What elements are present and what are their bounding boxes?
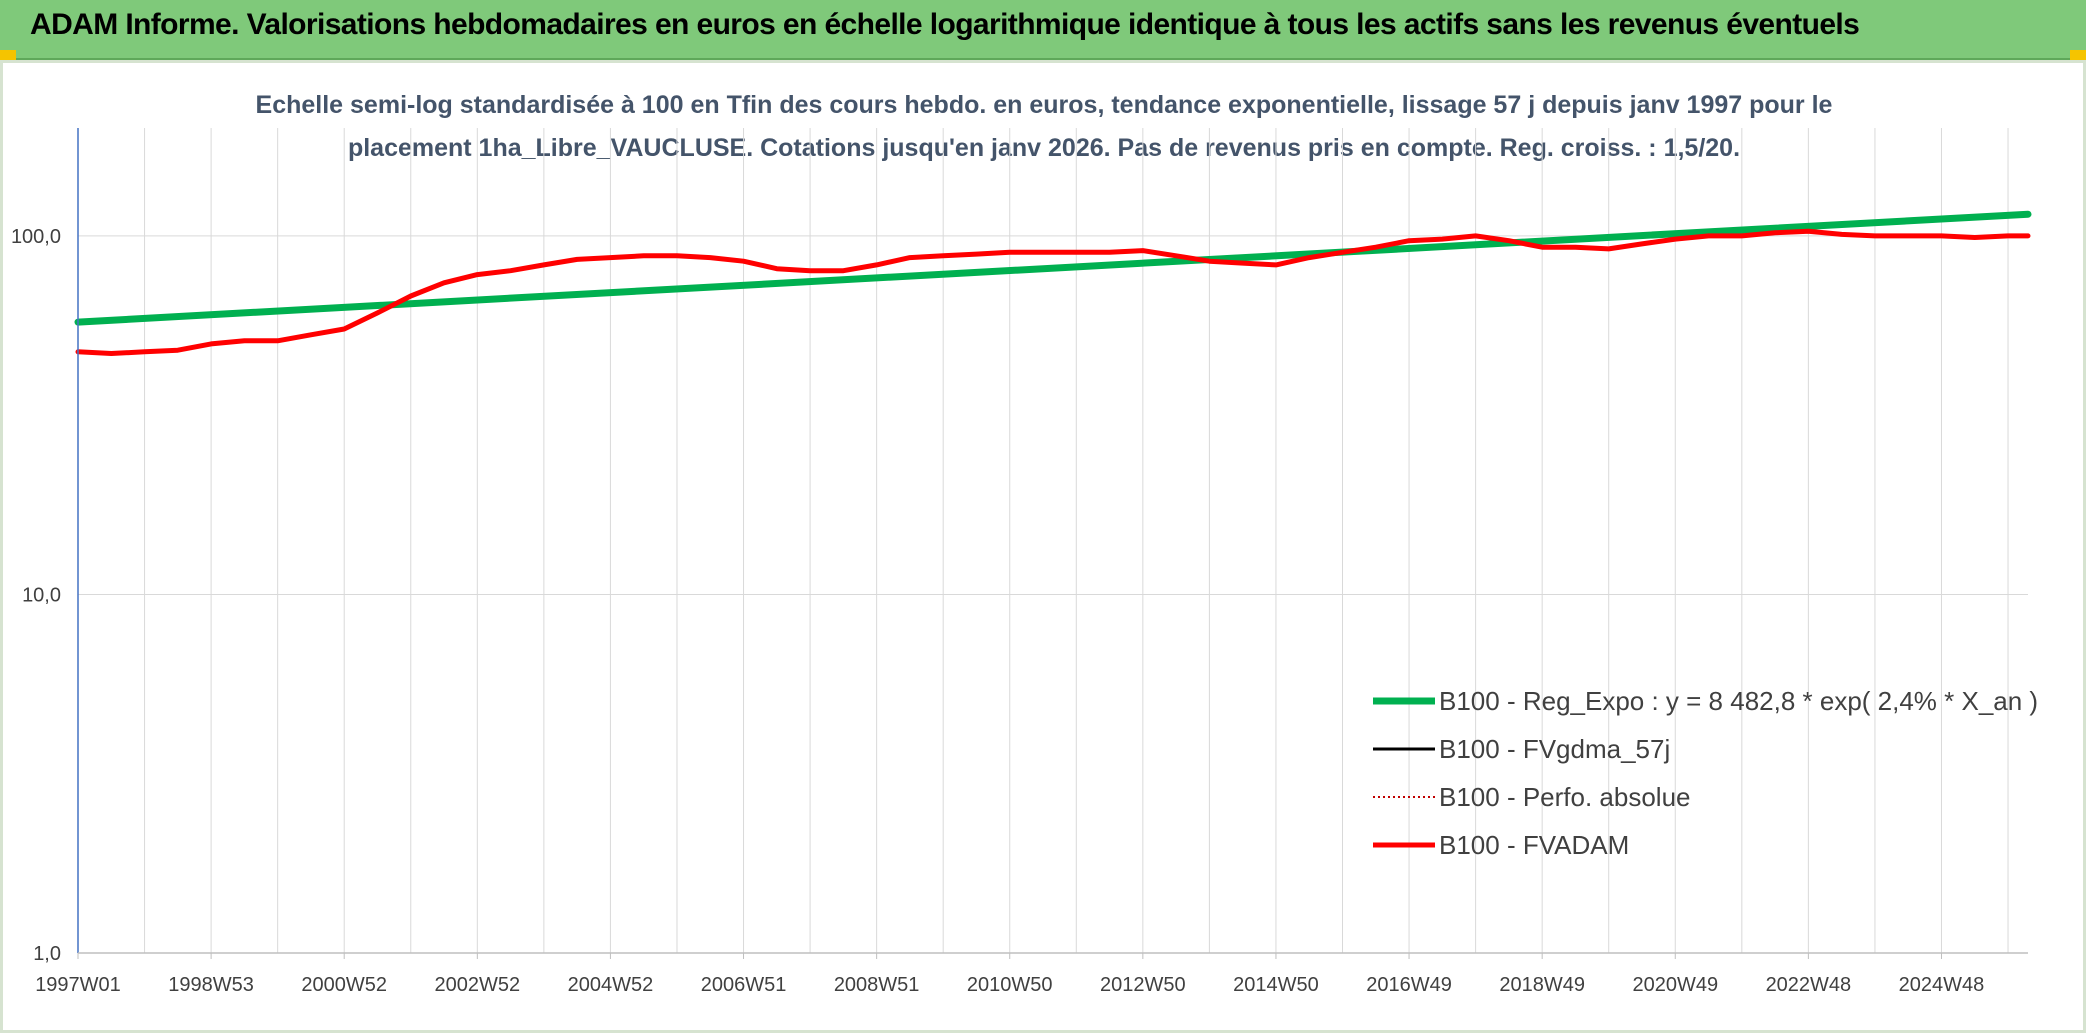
x-tick-label: 2008W51: [834, 974, 920, 996]
axes: 100,0 10,0 1,0 1997W01 1998W53 2000W52 2002W52…: [11, 128, 2028, 996]
corner-accent-left: [0, 50, 16, 60]
x-tick-label: 2024W48: [1899, 974, 1985, 996]
fvadam-line: [75, 228, 2031, 356]
legend-entry-reg-expo: B100 - Reg_Expo : y = 8 482,8 * exp( 2,4…: [1439, 686, 2038, 716]
reg-expo-line: [74, 210, 2032, 326]
gridlines: [77, 128, 2028, 954]
chart: Echelle semi-log standardisée à 100 en T…: [11, 91, 2038, 996]
corner-accent-right: [2070, 50, 2086, 60]
x-tick-label: 2016W49: [1366, 974, 1452, 996]
y-tick-label: 100,0: [11, 226, 61, 248]
report-title: ADAM Informe. Valorisations hebdomadaire…: [30, 8, 1860, 41]
y-tick-label: 1,0: [33, 943, 61, 965]
x-tick-label: 2018W49: [1499, 974, 1585, 996]
legend: B100 - Reg_Expo : y = 8 482,8 * exp( 2,4…: [1373, 686, 2038, 860]
x-tick-label: 2014W50: [1233, 974, 1319, 996]
x-tick-label: 2012W50: [1100, 974, 1186, 996]
x-tick-label: 2004W52: [568, 974, 654, 996]
legend-entry-fvgdma: B100 - FVgdma_57j: [1439, 734, 1670, 764]
chart-subtitle-line-1: Echelle semi-log standardisée à 100 en T…: [256, 91, 1833, 119]
x-tick-label: 1997W01: [35, 974, 121, 996]
x-tick-label: 2010W50: [967, 974, 1053, 996]
report-banner: ADAM Informe. Valorisations hebdomadaire…: [0, 0, 2086, 60]
x-tick-label: 2002W52: [435, 974, 521, 996]
chart-subtitle-line-2: placement 1ha_Libre_VAUCLUSE. Cotations …: [348, 134, 1740, 162]
chart-frame: Echelle semi-log standardisée à 100 en T…: [0, 60, 2086, 1033]
x-tick-label: 2006W51: [701, 974, 787, 996]
x-tick-label: 2000W52: [301, 974, 387, 996]
legend-entry-perfo: B100 - Perfo. absolue: [1439, 782, 1691, 812]
x-tick-label: 1998W53: [168, 974, 254, 996]
legend-entry-fvadam: B100 - FVADAM: [1439, 830, 1629, 860]
x-tick-label: 2022W48: [1766, 974, 1852, 996]
y-tick-label: 10,0: [22, 584, 61, 606]
series-lines: [74, 210, 2032, 356]
x-tick-label: 2020W49: [1632, 974, 1718, 996]
